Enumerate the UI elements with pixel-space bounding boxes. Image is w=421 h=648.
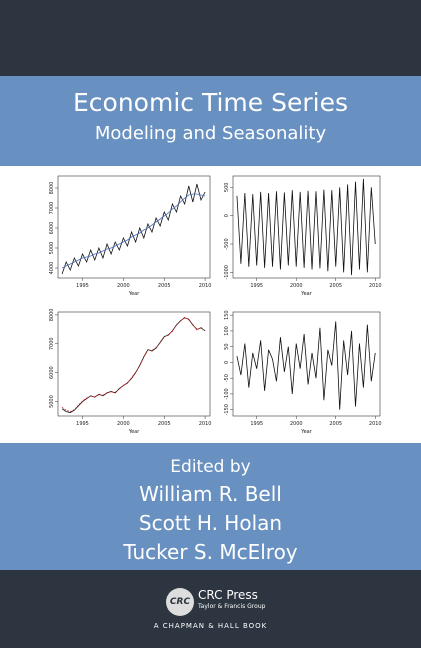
y-tick-label: 4000 — [49, 262, 55, 275]
y-tick-label: 500 — [224, 183, 230, 193]
x-tick-label: 2010 — [369, 421, 382, 427]
plot-frame — [232, 175, 381, 279]
subtitle: Modeling and Seasonality — [94, 123, 327, 144]
y-tick-label: -50 — [224, 374, 230, 382]
y-tick-label: 50 — [224, 343, 230, 349]
x-axis-label: Year — [128, 291, 141, 297]
y-tick-label: 5000 — [49, 242, 55, 255]
title-band: Economic Time Series Modeling and Season… — [0, 76, 421, 166]
series-line — [61, 317, 206, 413]
y-tick-label: -100 — [224, 388, 230, 399]
x-tick-label: 2005 — [329, 283, 342, 289]
series-line — [236, 178, 376, 276]
y-tick-label: -150 — [224, 404, 230, 415]
y-tick-label: 8000 — [49, 182, 55, 195]
x-tick-label: 1995 — [76, 283, 89, 289]
series-line — [61, 316, 206, 413]
y-tick-label: 7000 — [49, 202, 55, 215]
plot-frame — [232, 311, 381, 417]
plot-frame — [57, 175, 211, 279]
y-tick-label: 6000 — [49, 366, 55, 379]
x-tick-label: 2000 — [290, 421, 303, 427]
x-tick-label: 2005 — [329, 421, 342, 427]
x-axis-label: Year — [300, 429, 313, 435]
y-tick-label: 150 — [224, 310, 230, 320]
publisher-name: CRC Press — [198, 588, 258, 602]
plot-frame — [57, 311, 211, 417]
y-tick-label: -500 — [224, 238, 230, 249]
imprint: A CHAPMAN & HALL BOOK — [153, 622, 268, 630]
bottom-band: CRC CRC Press Taylor & Francis Group A C… — [0, 570, 421, 648]
publisher-group: Taylor & Francis Group — [198, 603, 266, 610]
series-line — [61, 193, 206, 269]
y-tick-label: 8000 — [49, 309, 55, 322]
x-tick-label: 2010 — [369, 283, 382, 289]
y-tick-label: 0 — [224, 214, 230, 217]
x-tick-label: 2000 — [117, 421, 130, 427]
y-tick-label: 5000 — [49, 395, 55, 408]
y-tick-label: 7000 — [49, 337, 55, 350]
y-tick-label: -1000 — [224, 265, 230, 280]
series-line — [236, 321, 376, 410]
editor: Scott H. Holan — [138, 511, 283, 535]
x-tick-label: 2005 — [158, 283, 171, 289]
x-tick-label: 2010 — [199, 421, 212, 427]
x-tick-label: 2010 — [199, 283, 212, 289]
x-axis-label: Year — [300, 291, 313, 297]
title: Economic Time Series — [73, 88, 348, 117]
editor-band: Edited by William R. Bell Scott H. Holan… — [0, 443, 421, 570]
editor: William R. Bell — [139, 482, 282, 506]
top-band — [0, 0, 421, 76]
series-line — [61, 183, 206, 275]
y-tick-label: 6000 — [49, 222, 55, 235]
x-tick-label: 1995 — [250, 421, 263, 427]
x-tick-label: 1995 — [250, 283, 263, 289]
x-tick-label: 2000 — [290, 283, 303, 289]
editor: Tucker S. McElroy — [123, 540, 298, 564]
y-tick-label: 100 — [224, 326, 230, 336]
x-axis-label: Year — [128, 429, 141, 435]
logo: CRC — [166, 588, 194, 616]
edited-by: Edited by — [170, 457, 251, 477]
x-tick-label: 1995 — [76, 421, 89, 427]
y-tick-label: 0 — [224, 361, 230, 364]
x-tick-label: 2000 — [117, 283, 130, 289]
x-tick-label: 2005 — [158, 421, 171, 427]
